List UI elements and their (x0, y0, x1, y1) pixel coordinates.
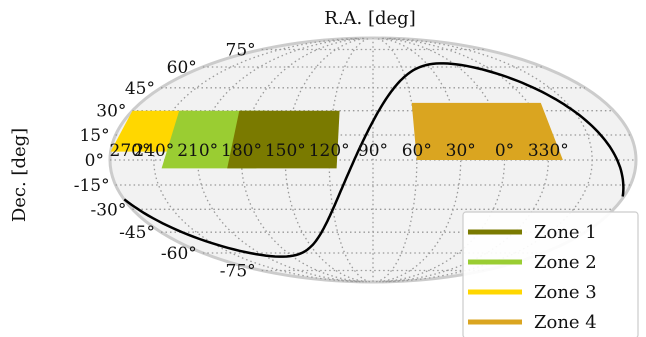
legend: Zone 1 Zone 2 Zone 3 Zone 4 (462, 211, 639, 337)
dec-tick-label: -15° (74, 176, 110, 196)
dec-tick-label: -45° (119, 223, 155, 243)
galactic-plane-line (123, 62, 625, 258)
dec-tick-label: -75° (220, 262, 256, 282)
ra-tick-label: 210° (177, 141, 218, 161)
ra-grid-line (375, 37, 418, 283)
galactic-plane-curve (123, 62, 625, 258)
ra-tick-label: 330° (528, 141, 569, 161)
ra-grid-line (153, 37, 358, 283)
x-axis-label: R.A. [deg] (324, 8, 415, 29)
dec-tick-label: -30° (91, 200, 127, 220)
ra-tick-label: 180° (221, 141, 262, 161)
grid-lines (110, 37, 636, 283)
ra-grid-line (385, 37, 549, 283)
legend-label: Zone 1 (534, 222, 597, 243)
legend-label: Zone 2 (534, 252, 597, 273)
tick-labels: 270°240° 210° 180° 150° 120° 90° 60° 30° 0° 330° 7… (74, 41, 569, 282)
dec-tick-label: 60° (167, 58, 197, 78)
y-axis-label: Dec. [deg] (9, 128, 30, 222)
ra-grid-line (388, 37, 593, 283)
ra-tick-label: 60° (402, 141, 432, 161)
legend-label: Zone 4 (534, 312, 597, 333)
legend-label: Zone 3 (534, 282, 597, 303)
ra-grid-line (328, 37, 371, 283)
zone-4-patch (411, 102, 563, 160)
ra-tick-label: 90° (358, 141, 388, 161)
dec-tick-label: 0° (85, 151, 104, 171)
ra-tick-label: 150° (265, 141, 306, 161)
ra-tick-label: 120° (309, 141, 350, 161)
zones (110, 102, 563, 169)
ra-tick-label: 0° (495, 141, 514, 161)
dec-tick-label: 15° (79, 126, 109, 146)
ra-tick-label: 240° (133, 141, 174, 161)
ra-tick-label: 270° (110, 141, 151, 161)
dec-tick-label: 45° (125, 79, 155, 99)
dec-tick-label: -60° (161, 244, 197, 264)
legend-box (462, 211, 639, 337)
ra-tick-label: 30° (446, 141, 476, 161)
zone-1-patch (227, 110, 340, 169)
dec-tick-label: 30° (96, 102, 126, 122)
dec-tick-label: 75° (226, 41, 256, 61)
ra-grid-line (197, 37, 361, 283)
